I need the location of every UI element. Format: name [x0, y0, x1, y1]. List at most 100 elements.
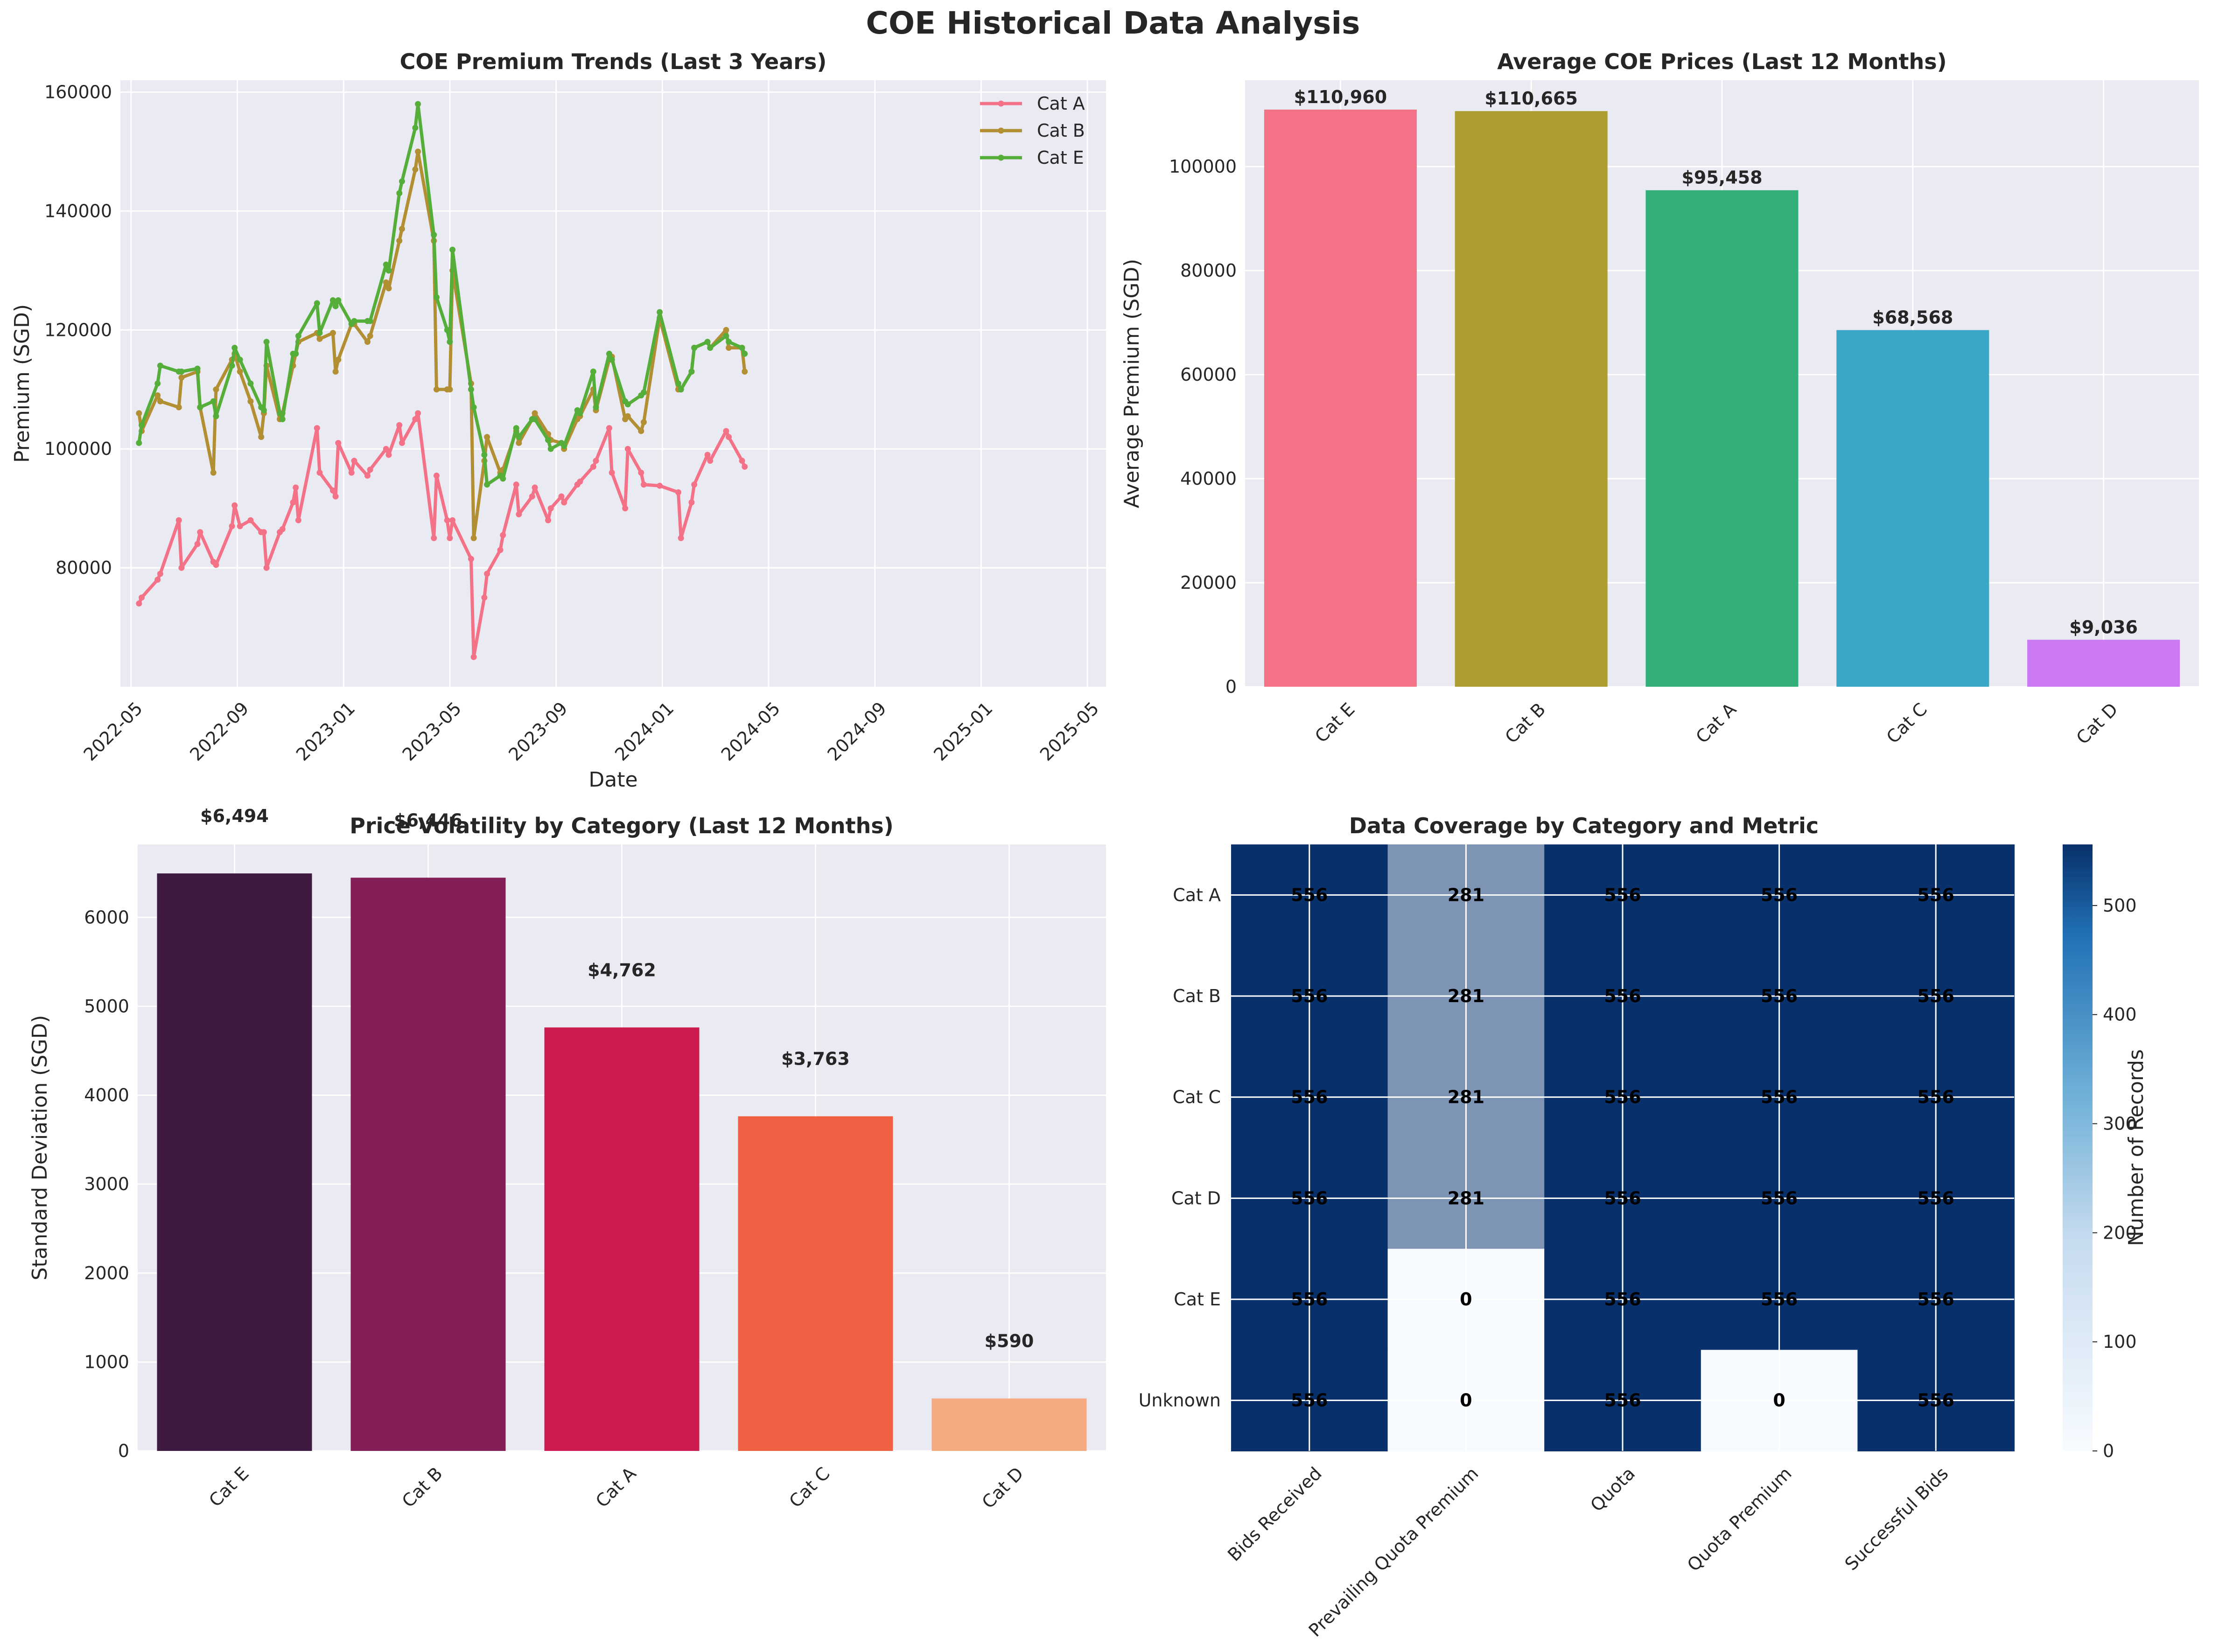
bar	[157, 873, 312, 1451]
data-point	[742, 369, 748, 375]
x-axis-label: Date	[588, 768, 637, 792]
figure-title: COE Historical Data Analysis	[866, 5, 1360, 41]
y-tick-label: 5000	[84, 996, 129, 1017]
data-point	[723, 327, 729, 333]
cell-value: 0	[1460, 1289, 1472, 1310]
data-point	[175, 404, 182, 411]
data-point	[640, 419, 647, 425]
y-tick-label: 120000	[44, 320, 112, 340]
cell-value: 556	[1761, 1289, 1798, 1310]
colorbar-tick-label: 300	[2103, 1114, 2137, 1134]
bar	[1264, 109, 1417, 687]
cell-value: 556	[1604, 986, 1641, 1006]
data-point	[558, 493, 565, 500]
data-point	[139, 422, 145, 428]
legend-label: Cat B	[1037, 120, 1085, 141]
bar	[738, 1116, 893, 1451]
legend-label: Cat E	[1037, 147, 1084, 168]
y-tick-label: 60000	[1180, 364, 1237, 385]
data-point	[547, 446, 554, 452]
legend: Cat A Cat B Cat E	[980, 93, 1085, 168]
cell-value: 556	[1761, 1188, 1798, 1208]
cell-value: 0	[1460, 1390, 1472, 1411]
data-point	[332, 369, 339, 375]
data-point	[295, 333, 301, 339]
data-point	[433, 386, 440, 393]
cell-value: 556	[1918, 1188, 1954, 1208]
data-point	[532, 410, 538, 417]
y-axis-label: Standard Deviation (SGD)	[28, 1015, 52, 1281]
data-point	[213, 562, 219, 568]
data-point	[247, 398, 254, 404]
data-point	[593, 458, 599, 464]
data-point	[157, 398, 163, 404]
data-point	[481, 594, 488, 601]
data-point	[263, 339, 270, 345]
colorbar-label: Number of Records	[2124, 1049, 2148, 1246]
legend-marker	[998, 154, 1004, 161]
cell-value: 556	[1604, 885, 1641, 905]
data-point	[532, 484, 538, 491]
cell-value: 556	[1291, 1289, 1328, 1310]
data-point	[412, 166, 419, 173]
data-point	[229, 523, 235, 530]
colorbar-scale	[2063, 844, 2093, 1451]
cell-value: 281	[1448, 1087, 1484, 1108]
data-point	[293, 484, 299, 491]
data-label: $6,494	[200, 806, 269, 826]
data-point	[468, 556, 474, 562]
data-point	[704, 452, 711, 458]
data-point	[415, 148, 421, 155]
data-point	[529, 493, 535, 500]
cell-value: 556	[1291, 1087, 1328, 1108]
data-point	[723, 333, 729, 339]
data-point	[396, 190, 403, 196]
colorbar-tick-label: 0	[2103, 1441, 2114, 1461]
y-tick-label: Cat D	[1171, 1188, 1221, 1208]
data-label: $110,665	[1484, 88, 1578, 109]
cell-value: 556	[1761, 885, 1798, 905]
colorbar-tick-label: 100	[2103, 1331, 2137, 1352]
data-point	[383, 446, 389, 452]
data-point	[606, 425, 612, 432]
data-point	[263, 565, 270, 571]
legend-marker	[998, 127, 1004, 134]
data-point	[739, 345, 745, 351]
cell-value: 556	[1604, 1390, 1641, 1411]
data-point	[449, 246, 456, 253]
cell-value: 281	[1448, 986, 1484, 1006]
data-point	[431, 231, 437, 238]
data-point	[449, 517, 456, 523]
y-tick-label: 40000	[1180, 468, 1237, 489]
y-tick-label: 1000	[84, 1352, 129, 1372]
data-point	[691, 345, 698, 351]
data-point	[688, 369, 695, 375]
data-point	[316, 330, 323, 336]
data-point	[364, 473, 371, 479]
data-point	[640, 481, 647, 488]
data-point	[210, 398, 217, 404]
data-point	[329, 297, 336, 304]
cell-value: 556	[1918, 1087, 1954, 1108]
data-label: $590	[985, 1331, 1034, 1352]
data-point	[657, 309, 663, 315]
data-point	[412, 416, 419, 422]
data-point	[316, 335, 323, 342]
data-point	[178, 369, 185, 375]
data-point	[383, 279, 389, 286]
data-point	[385, 267, 392, 274]
data-point	[675, 380, 681, 387]
data-point	[316, 469, 323, 476]
data-point	[513, 425, 519, 432]
data-point	[590, 463, 596, 470]
chart-title: Average COE Prices (Last 12 Months)	[1497, 49, 1946, 74]
data-point	[484, 434, 490, 440]
data-point	[399, 226, 405, 232]
data-point	[577, 478, 583, 485]
cell-value: 556	[1918, 986, 1954, 1006]
data-point	[348, 469, 355, 476]
data-point	[726, 339, 732, 345]
data-point	[638, 428, 644, 434]
data-point	[726, 345, 732, 351]
